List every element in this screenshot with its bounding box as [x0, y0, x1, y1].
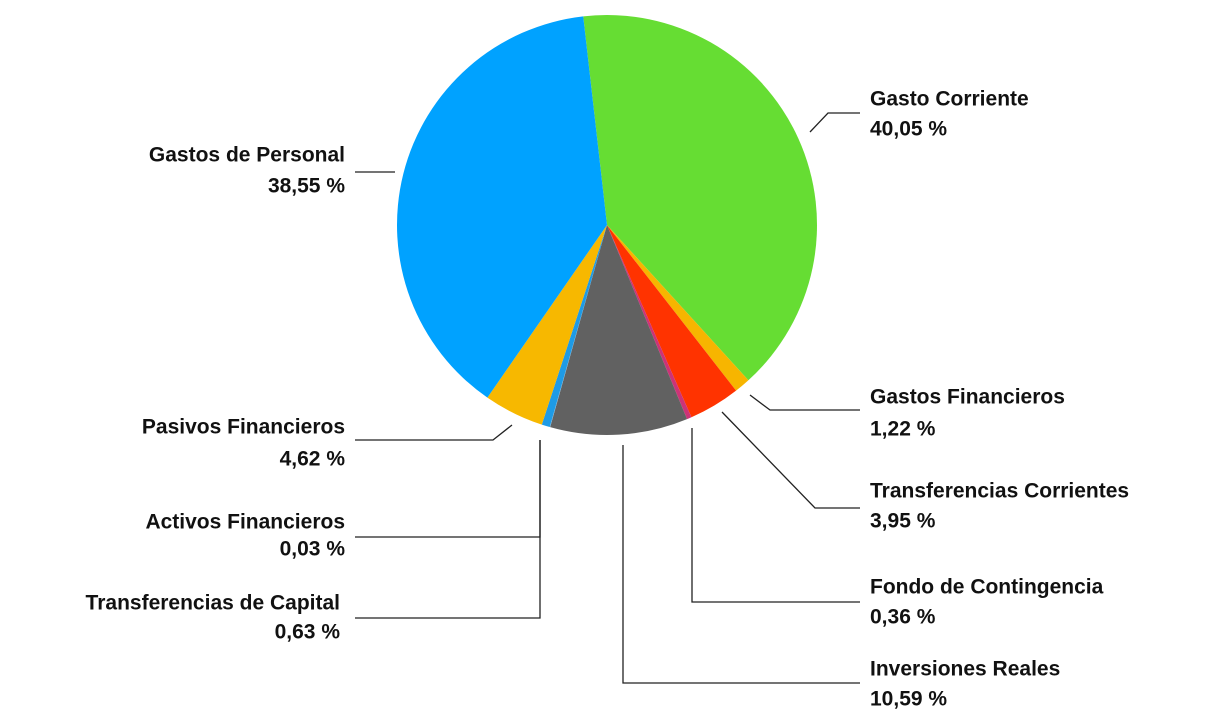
- leader-line: [355, 440, 541, 538]
- slice-label: Gastos Financieros: [870, 386, 1065, 409]
- slice-label: Transferencias de Capital: [86, 592, 340, 615]
- slice-label: Inversiones Reales: [870, 658, 1060, 681]
- slice-label: Transferencias Corrientes: [870, 480, 1129, 503]
- value-label: 0,63 %: [275, 621, 341, 644]
- value-label: 10,59 %: [870, 688, 947, 711]
- slice-label: Activos Financieros: [145, 511, 345, 534]
- pie-slice: [607, 225, 749, 391]
- pie-slice: [607, 225, 692, 420]
- pie-slice: [583, 14, 818, 381]
- value-label: 3,95 %: [870, 510, 936, 533]
- value-label: 40,05 %: [870, 118, 947, 141]
- leader-line: [355, 440, 541, 619]
- value-label: 0,36 %: [870, 606, 936, 629]
- value-label: 1,22 %: [870, 418, 936, 441]
- leader-line: [809, 112, 860, 133]
- leader-line: [749, 394, 860, 411]
- pie-slice: [607, 225, 737, 418]
- pie-slice: [541, 225, 607, 428]
- slice-label: Pasivos Financieros: [142, 416, 345, 439]
- slice-label: Fondo de Contingencia: [870, 576, 1104, 599]
- value-label: 0,03 %: [280, 538, 346, 561]
- leader-line: [721, 411, 860, 509]
- pie-slice: [397, 16, 607, 398]
- slice-label: Gasto Corriente: [870, 88, 1029, 111]
- slice-label: Gastos de Personal: [149, 144, 345, 167]
- leader-line: [355, 424, 513, 441]
- value-label: 38,55 %: [268, 175, 345, 198]
- leader-line: [622, 445, 860, 684]
- pie-slice: [550, 225, 688, 435]
- leader-line: [691, 428, 860, 603]
- pie-slice: [487, 225, 607, 425]
- pie-slice: [549, 225, 607, 428]
- value-label: 4,62 %: [280, 448, 346, 471]
